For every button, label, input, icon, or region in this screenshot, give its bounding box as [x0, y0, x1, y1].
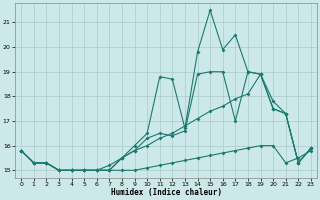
X-axis label: Humidex (Indice chaleur): Humidex (Indice chaleur) [110, 188, 221, 197]
